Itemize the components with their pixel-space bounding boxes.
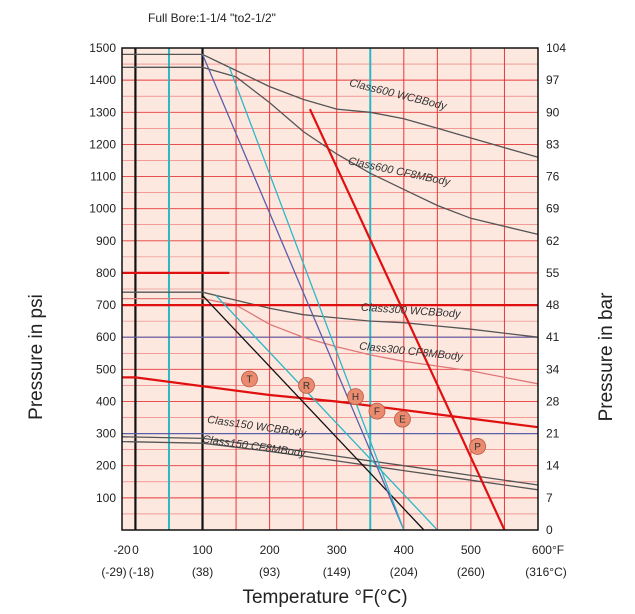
x-tick-f: 300 <box>327 543 347 557</box>
x-tick-c: (260) <box>457 565 485 579</box>
y-tick-right: 21 <box>546 427 560 441</box>
y-tick-right: 7 <box>546 491 553 505</box>
y-tick-right: 48 <box>546 298 560 312</box>
series-line-1 <box>122 66 539 236</box>
y-tick-left: 1300 <box>89 105 116 119</box>
x-tick-c: (149) <box>323 565 351 579</box>
x-tick-f: 400 <box>394 543 414 557</box>
chart-note: Full Bore:1-1/4 "to2-1/2" <box>148 11 276 25</box>
y-tick-left: 700 <box>96 298 116 312</box>
y-tick-right: 90 <box>546 105 560 119</box>
x-tick-c: (316°C) <box>525 565 566 579</box>
series-line-4 <box>121 436 539 486</box>
x-tick-c: (93) <box>259 565 280 579</box>
y-tick-left: 1400 <box>89 73 116 87</box>
y-tick-right: 104 <box>546 41 566 55</box>
series-line-5 <box>121 440 539 491</box>
y-tick-right: 28 <box>546 394 560 408</box>
y-axis-title-left: Pressure in psi <box>26 294 47 420</box>
marker-label-f: F <box>374 407 380 418</box>
series-line-0 <box>122 53 539 158</box>
marker-layer: T R H F E P <box>241 370 487 455</box>
marker-label-p: P <box>474 442 481 453</box>
y-tick-left: 200 <box>96 459 116 473</box>
x-tick-f: 0 <box>132 543 139 557</box>
x-tick-f: 100 <box>193 543 213 557</box>
y-tick-left: 800 <box>96 266 116 280</box>
y-tick-right: 62 <box>546 234 560 248</box>
y-tick-right: 34 <box>546 362 560 376</box>
x-axis-title: Temperature °F(°C) <box>242 587 407 608</box>
x-tick-c: (38) <box>192 565 213 579</box>
x-tick-f: 600°F <box>532 543 564 557</box>
y-tick-left: 900 <box>96 234 116 248</box>
marker-label-t: T <box>246 374 252 385</box>
y-tick-right: 69 <box>546 202 560 216</box>
series-line-8 <box>122 376 539 429</box>
y-tick-left: 300 <box>96 427 116 441</box>
series-line-2 <box>122 291 539 338</box>
y-tick-right: 0 <box>546 523 553 537</box>
series-line-13 <box>228 67 405 531</box>
marker-label-e: E <box>399 415 406 426</box>
marker-t <box>241 370 258 388</box>
x-tick-c: (-29) <box>101 565 126 579</box>
y-tick-right: 76 <box>546 170 560 184</box>
y-tick-left: 600 <box>96 330 116 344</box>
x-tick-f: -20 <box>113 543 131 557</box>
y-tick-right: 97 <box>546 73 560 87</box>
marker-r <box>298 376 315 394</box>
y-tick-left: 1200 <box>89 137 116 151</box>
y-tick-left: 500 <box>96 362 116 376</box>
series-line-3 <box>122 297 539 385</box>
y-tick-left: 1100 <box>90 170 116 184</box>
y-tick-right: 55 <box>546 266 560 280</box>
tick-labels: 1002003004005006007008009001000110012001… <box>89 41 566 579</box>
marker-e <box>394 410 411 428</box>
y-tick-right: 83 <box>546 137 560 151</box>
x-tick-f: 500 <box>461 543 481 557</box>
marker-p <box>469 438 487 455</box>
y-tick-left: 400 <box>96 394 116 408</box>
marker-label-r: R <box>303 381 310 392</box>
marker-label-h: H <box>352 392 359 403</box>
series-layer <box>121 53 539 531</box>
series-line-11 <box>215 294 438 531</box>
marker-f <box>368 402 386 420</box>
y-tick-left: 1000 <box>89 202 116 216</box>
x-tick-c: (-18) <box>129 565 154 579</box>
y-tick-left: 100 <box>96 491 116 505</box>
y-tick-left: 1500 <box>89 41 116 55</box>
x-tick-f: 200 <box>260 543 280 557</box>
marker-h <box>347 388 364 406</box>
series-line-9 <box>308 108 506 531</box>
series-line-12 <box>201 54 405 531</box>
y-tick-right: 41 <box>546 330 560 344</box>
x-tick-c: (204) <box>390 565 418 579</box>
y-tick-right: 14 <box>546 459 560 473</box>
y-axis-title-right: Pressure in bar <box>596 292 617 422</box>
plot-frame <box>121 47 539 531</box>
